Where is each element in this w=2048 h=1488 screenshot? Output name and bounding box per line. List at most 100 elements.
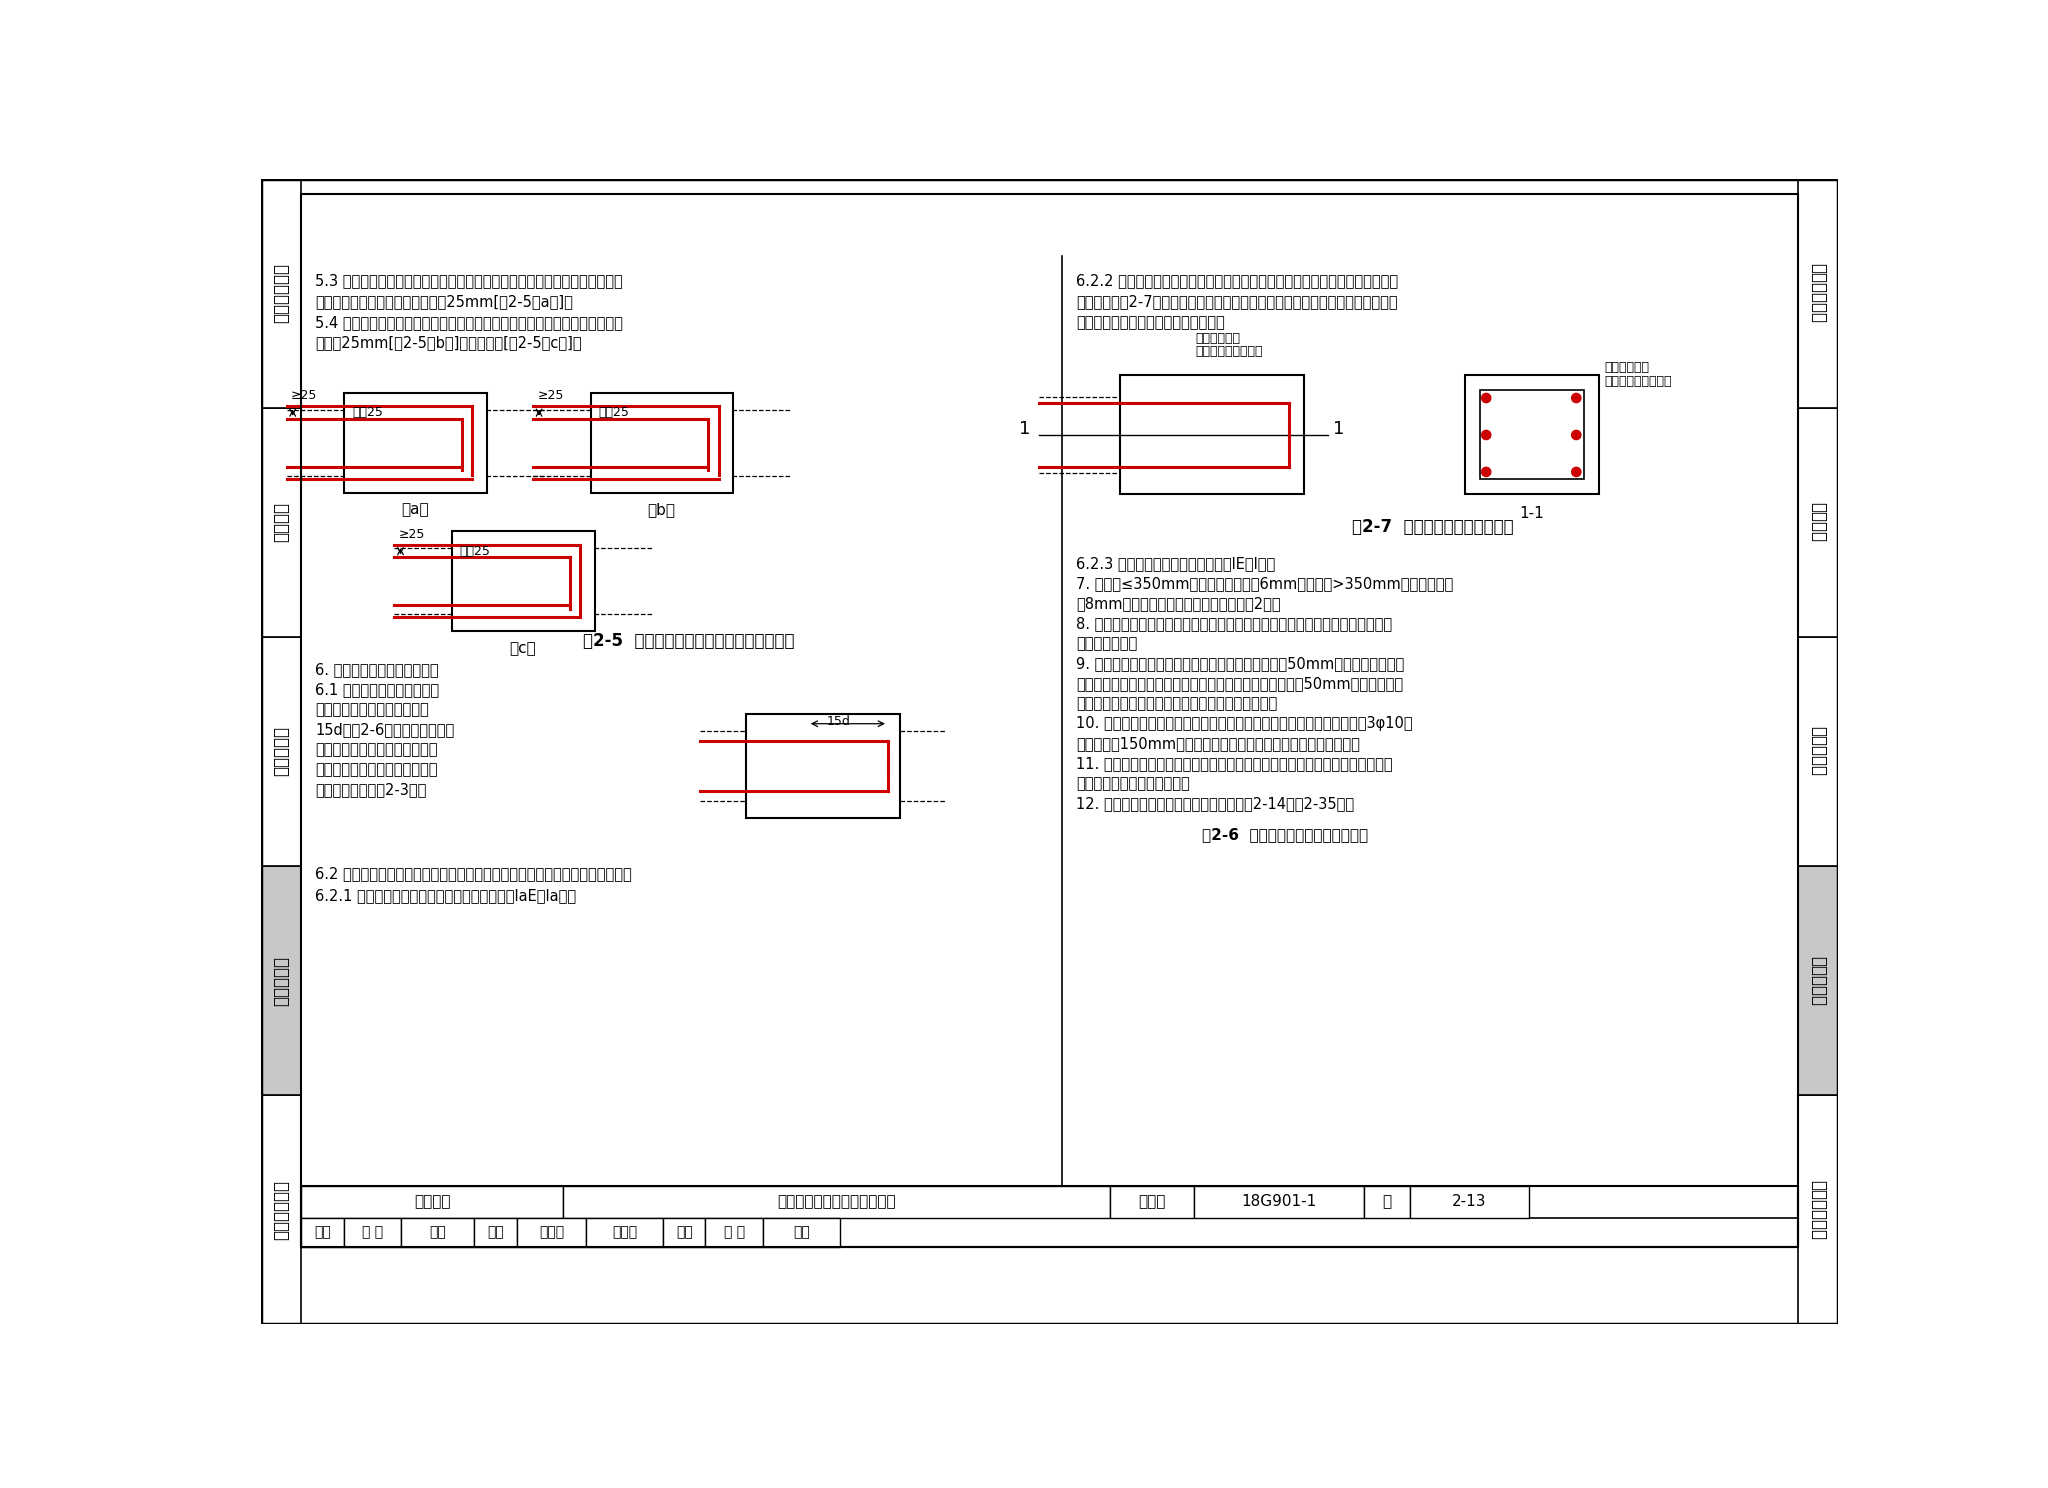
Text: 取有效的防裂、防剥落构造措施；若梁项部保护层厚度大于50mm且梁项部有现: 取有效的防裂、防剥落构造措施；若梁项部保护层厚度大于50mm且梁项部有现 (1075, 676, 1403, 690)
Text: （a）: （a） (401, 501, 428, 518)
Text: ≥25: ≥25 (537, 390, 563, 402)
Bar (563, 1186, 1110, 1219)
Text: 页: 页 (1382, 1195, 1391, 1210)
Text: 曹 舆: 曹 舆 (723, 1226, 745, 1240)
Text: 净距25: 净距25 (598, 406, 629, 420)
Text: 图2-5  梁纵向钉筋支座处弯折锁固构造详图: 图2-5 梁纵向钉筋支座处弯折锁固构造详图 (584, 631, 795, 650)
Text: 框架部分: 框架部分 (414, 1195, 451, 1210)
Text: 横向弯折（图2-7）。当梁上部或下部纵筋也弯折锁固时，梁侧面纵筋应停至上部: 横向弯折（图2-7）。当梁上部或下部纵筋也弯折锁固时，梁侧面纵筋应停至上部 (1075, 295, 1397, 310)
Text: 6.1 当梁侧面纵筋为构造钉筋: 6.1 当梁侧面纵筋为构造钉筋 (315, 682, 438, 698)
Text: 7. 当梁宽≤350mm时，拉筋的直径为6mm；当梁宽>350mm时，拉筋直径: 7. 当梁宽≤350mm时，拉筋的直径为6mm；当梁宽>350mm时，拉筋直径 (1075, 576, 1452, 591)
Text: 浇板钉筋配置通过时，可视同已采取防裂构造措施。: 浇板钉筋配置通过时，可视同已采取防裂构造措施。 (1075, 696, 1278, 711)
Text: 时，其伸入支座的锁固长度为: 时，其伸入支座的锁固长度为 (315, 702, 428, 717)
Text: 置设置应请请设计单位确认。: 置设置应请请设计单位确认。 (1075, 777, 1190, 792)
Text: 图2-7  梁侧面受扔钉筋构造详图: 图2-7 梁侧面受扔钉筋构造详图 (1352, 518, 1513, 536)
Text: 刘 簼: 刘 簼 (362, 1226, 383, 1240)
Bar (1464, 375, 1599, 494)
Text: 划双: 划双 (430, 1226, 446, 1240)
Text: 中间层节点区。: 中间层节点区。 (1075, 635, 1137, 650)
Bar (1798, 637, 1839, 866)
Text: 间距不大于150mm。角部附加钉筋应与柱箍筋及柱纵筋可靠绳扎。: 间距不大于150mm。角部附加钉筋应与柱箍筋及柱纵筋可靠绳扎。 (1075, 737, 1360, 751)
Text: 宣王连: 宣王连 (612, 1226, 637, 1240)
Bar (475, 1219, 516, 1247)
Text: 框架部分: 框架部分 (1808, 503, 1827, 542)
Bar (745, 714, 901, 818)
Circle shape (1481, 430, 1491, 439)
Bar (1798, 866, 1839, 1095)
Text: ≥25: ≥25 (399, 528, 426, 540)
Text: 15d（图2-6）。当在跨内采用: 15d（图2-6）。当在跨内采用 (315, 722, 455, 737)
Bar (1364, 1186, 1409, 1219)
Text: 框架节点钉筋排布规则总说明: 框架节点钉筋排布规则总说明 (776, 1195, 895, 1210)
Text: 审核: 审核 (313, 1226, 330, 1240)
Text: 净距25: 净距25 (352, 406, 383, 420)
Text: 11. 节点处平面相交叉的框架梁不同方向纵向钉筋排布靠让时，钉筋上下排布位: 11. 节点处平面相交叉的框架梁不同方向纵向钉筋排布靠让时，钉筋上下排布位 (1075, 756, 1393, 771)
Text: 18G901-1: 18G901-1 (1241, 1195, 1317, 1210)
Text: 锚固要求同下部纵筋: 锚固要求同下部纵筋 (1606, 375, 1673, 387)
Text: 锚固要求同下部纵筋: 锚固要求同下部纵筋 (1196, 345, 1264, 359)
Bar (1120, 375, 1305, 494)
Text: 6.2.2 不满足直锁条件时，弯折锁固的梁侧面纵筋应停至柱外侧纵向钉筋内侧向: 6.2.2 不满足直锁条件时，弯折锁固的梁侧面纵筋应停至柱外侧纵向钉筋内侧向 (1075, 274, 1399, 289)
Bar (344, 393, 487, 493)
Bar (1798, 1095, 1839, 1324)
Text: 搞接连接时，在该搞接位置至少: 搞接连接时，在该搞接位置至少 (315, 743, 438, 757)
Bar (590, 393, 733, 493)
Text: 排纵筋竖向弯折段之间宜保持净距25mm[图2-5（a）]。: 排纵筋竖向弯折段之间宜保持净距25mm[图2-5（a）]。 (315, 295, 573, 310)
Circle shape (1571, 467, 1581, 476)
Bar (1798, 408, 1839, 637)
Text: 校对: 校对 (487, 1226, 504, 1240)
Text: 电段: 电段 (793, 1226, 811, 1240)
Text: 6. 梁侧面纵筋构造要求如下：: 6. 梁侧面纵筋构造要求如下： (315, 662, 438, 677)
Bar (262, 866, 301, 1095)
Text: 梁侧受扭钢筋: 梁侧受扭钢筋 (1196, 332, 1241, 345)
Bar (262, 179, 301, 408)
Bar (301, 1219, 344, 1247)
Text: 剪力墙部分: 剪力墙部分 (1808, 726, 1827, 777)
Text: 5.4 当梁上、下部纵筋弯折段有重叠时，梁上部与下部纵筋的竖向弯折段宜保: 5.4 当梁上、下部纵筋弯折段有重叠时，梁上部与下部纵筋的竖向弯折段宜保 (315, 315, 623, 330)
Bar (516, 1219, 586, 1247)
Bar (262, 408, 301, 637)
Text: 9. 当梁、柱中纵向受力钉筋的混凝土保护层厚度大于50mm时，宜对保护层采: 9. 当梁、柱中纵向受力钉筋的混凝土保护层厚度大于50mm时，宜对保护层采 (1075, 656, 1405, 671)
Text: 梁侧受扭钢筋: 梁侧受扭钢筋 (1606, 362, 1651, 375)
Text: 一般构造要求: 一般构造要求 (1808, 263, 1827, 323)
Text: 1: 1 (1333, 420, 1346, 437)
Text: 或下部弯折锁固纵筋的内侧横向弯折。: 或下部弯折锁固纵筋的内侧横向弯折。 (1075, 315, 1225, 330)
Text: 剪力墙部分: 剪力墙部分 (272, 726, 291, 777)
Bar (262, 637, 301, 866)
Bar (262, 1095, 301, 1324)
Bar (1110, 1186, 1194, 1219)
Text: 绳扎，见本图集第2-3页。: 绳扎，见本图集第2-3页。 (315, 783, 426, 798)
Text: 为8mm。拉筋间距为非加密区箍筋间距的2倍。: 为8mm。拉筋间距为非加密区箍筋间距的2倍。 (1075, 595, 1280, 612)
Bar (453, 531, 594, 631)
Bar (586, 1219, 664, 1247)
Circle shape (1481, 467, 1491, 476)
Text: 高志强: 高志强 (539, 1226, 563, 1240)
Bar (401, 1219, 475, 1247)
Text: 设计: 设计 (676, 1226, 692, 1240)
Text: 10. 框架顶层端节点外角需设置角部附加钉筋。角部附加钉筋每边不少于3φ10，: 10. 框架顶层端节点外角需设置角部附加钉筋。角部附加钉筋每边不少于3φ10， (1075, 716, 1413, 731)
Bar (664, 1219, 705, 1247)
Text: 框架部分: 框架部分 (272, 503, 291, 542)
Text: 6.2.1 满足直锁条件时，梁侧面受扔纵筋可直锁laE（la）。: 6.2.1 满足直锁条件时，梁侧面受扔纵筋可直锁laE（la）。 (315, 888, 575, 903)
Text: 一般构造要求: 一般构造要求 (272, 263, 291, 323)
Text: ≥25: ≥25 (291, 390, 317, 402)
Bar (301, 1186, 563, 1219)
Text: 6.2.3 梁侧面受扔纵筋的搞接长度为lE（l）。: 6.2.3 梁侧面受扔纵筋的搞接长度为lE（l）。 (1075, 557, 1276, 571)
Text: 无梁楼盖部分: 无梁楼盖部分 (1808, 1180, 1827, 1240)
Text: 持净距25mm[图2-5（b）]，也可贴靠[图2-5（c）]。: 持净距25mm[图2-5（b）]，也可贴靠[图2-5（c）]。 (315, 336, 582, 351)
Bar (764, 1219, 840, 1247)
Bar (705, 1219, 764, 1247)
Text: 1: 1 (1020, 420, 1030, 437)
Text: （c）: （c） (510, 641, 537, 656)
Bar (1798, 179, 1839, 408)
Text: 1-1: 1-1 (1520, 506, 1544, 521)
Text: 应有一道箍筋同搞接的两根钉筋: 应有一道箍筋同搞接的两根钉筋 (315, 762, 438, 777)
Text: 6.2 当梁侧面纵筋为受扔钉筋时，其伸入支座的锁固长度与方式同梁下部纵筋。: 6.2 当梁侧面纵筋为受扔钉筋时，其伸入支座的锁固长度与方式同梁下部纵筋。 (315, 866, 631, 881)
Text: 普通板部分: 普通板部分 (1808, 955, 1827, 1006)
Text: 5.3 当梁截面较高，梁上、下部纵筋弯折段无重叠时，梁上部（或下部）的各: 5.3 当梁截面较高，梁上、下部纵筋弯折段无重叠时，梁上部（或下部）的各 (315, 274, 623, 289)
Text: 无梁楼盖部分: 无梁楼盖部分 (272, 1180, 291, 1240)
Circle shape (1481, 393, 1491, 403)
Text: 2-13: 2-13 (1452, 1195, 1487, 1210)
Text: 图2-6  梁侧面构造钉筋钉筋构造详图: 图2-6 梁侧面构造钉筋钉筋构造详图 (1202, 827, 1368, 842)
Text: 图集号: 图集号 (1139, 1195, 1165, 1210)
